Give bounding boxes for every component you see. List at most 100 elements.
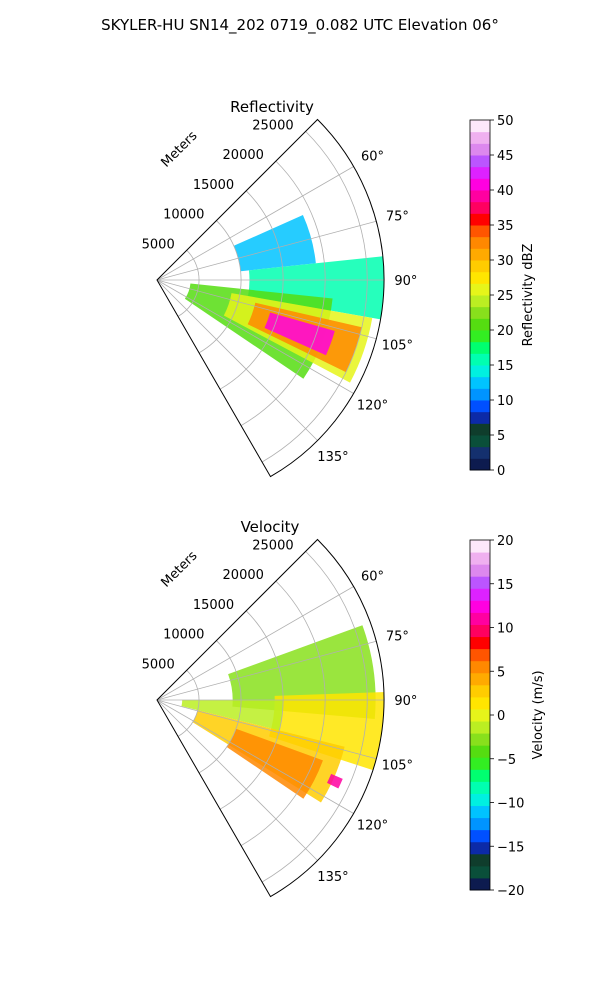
colorbar-tick-label-2: 10 (497, 394, 514, 409)
reflectivity-colorbar-label: Reflectivity dBZ (521, 244, 536, 347)
reflectivity-polar-grid (156, 118, 385, 478)
colorbar-swatch-15 (470, 696, 490, 710)
colorbar-swatch-24 (470, 588, 490, 601)
colorbar-swatch-11 (470, 745, 490, 758)
colorbar-tick-label-6: 10 (497, 622, 514, 637)
reflectivity-colorbar: 0 5 10 15 20 25 30 35 40 45 50 (469, 114, 514, 479)
echo-region-5 (327, 773, 343, 789)
colorbar-swatch-28 (470, 540, 490, 553)
colorbar-swatch-24 (470, 178, 490, 191)
azimuth-tick-label-5: 135° (317, 870, 348, 885)
range-ring-2 (219, 190, 284, 390)
velocity-polar-grid (156, 538, 385, 898)
colorbar-swatch-21 (470, 624, 490, 638)
colorbar-swatch-2 (470, 435, 490, 448)
colorbar-swatch-11 (470, 330, 490, 343)
colorbar-tick-label-1: 5 (497, 429, 505, 444)
colorbar-swatch-23 (470, 600, 490, 613)
echo-region-1 (248, 256, 384, 320)
sector-outline (156, 538, 385, 898)
reflectivity-echo-layer (184, 215, 384, 383)
colorbar-swatch-3 (470, 841, 490, 855)
colorbar-tick-label-0: −20 (497, 884, 524, 899)
colorbar-tick-label-5: 25 (497, 289, 514, 304)
reflectivity-panel: Reflectivity 5000 10000 15000 20000 25000 60°… (142, 98, 536, 479)
azimuth-tick-label-2: 90° (394, 274, 417, 289)
colorbar-tick-label-4: 20 (497, 324, 514, 339)
azimuth-tick-label-1: 75° (386, 630, 409, 645)
range-tick-label-4: 25000 (252, 538, 293, 553)
range-tick-label-3: 20000 (223, 148, 264, 163)
colorbar-swatch-29 (470, 120, 490, 133)
colorbar-swatch-25 (470, 576, 490, 589)
velocity-range-axis-label: Meters (159, 548, 201, 590)
range-ring-4 (261, 551, 368, 883)
colorbar-swatch-20 (470, 225, 490, 238)
colorbar-swatch-2 (470, 853, 490, 867)
colorbar-swatch-4 (470, 829, 490, 843)
colorbar-tick-label-7: 35 (497, 219, 514, 234)
velocity-panel: Velocity 5000 10000 15000 20000 25000 60° 75° 9… (142, 518, 546, 899)
colorbar-swatch-16 (470, 684, 490, 698)
azimuth-tick-label-2: 90° (394, 694, 417, 709)
range-tick-label-0: 5000 (142, 657, 175, 672)
colorbar-tick-label-1: −15 (497, 840, 524, 855)
range-ring-4 (261, 131, 368, 463)
azimuth-spoke-0 (156, 586, 354, 701)
echo-region-1 (268, 692, 384, 771)
azimuth-spoke-4 (156, 699, 354, 814)
colorbar-tick-label-8: 20 (497, 534, 514, 549)
reflectivity-title: Reflectivity (230, 98, 314, 116)
colorbar-tick-label-8: 40 (497, 184, 514, 199)
colorbar-swatch-0 (470, 877, 490, 891)
colorbar-swatch-27 (470, 552, 490, 565)
colorbar-tick-label-3: −5 (497, 753, 516, 768)
range-tick-label-1: 10000 (163, 208, 204, 223)
azimuth-spoke-1 (156, 640, 377, 701)
colorbar-swatch-13 (470, 721, 490, 734)
azimuth-tick-label-4: 120° (357, 398, 388, 413)
colorbar-swatch-25 (470, 166, 490, 179)
azimuth-spoke-5 (156, 279, 318, 441)
colorbar-swatch-23 (470, 190, 490, 203)
colorbar-tick-label-9: 45 (497, 149, 514, 164)
velocity-title: Velocity (241, 518, 300, 536)
colorbar-swatch-7 (470, 793, 490, 807)
colorbar-swatch-21 (470, 213, 490, 226)
colorbar-swatch-22 (470, 201, 490, 214)
colorbar-swatch-18 (470, 660, 490, 674)
colorbar-tick-label-2: −10 (497, 797, 524, 812)
colorbar-tick-label-4: 0 (497, 709, 505, 724)
azimuth-spoke-3 (156, 699, 377, 760)
azimuth-spoke-0 (156, 166, 354, 281)
azimuth-tick-label-5: 135° (317, 450, 348, 465)
echo-region-4 (226, 728, 323, 799)
range-ring-2 (219, 610, 284, 810)
azimuth-spoke-3 (156, 279, 377, 340)
colorbar-swatch-13 (470, 306, 490, 319)
range-tick-label-1: 10000 (163, 628, 204, 643)
colorbar-swatch-3 (470, 423, 490, 436)
azimuth-tick-label-4: 120° (357, 818, 388, 833)
colorbar-swatch-17 (470, 672, 490, 686)
colorbar-swatch-20 (470, 636, 490, 650)
colorbar-tick-label-10: 50 (497, 114, 514, 129)
colorbar-swatch-10 (470, 757, 490, 770)
colorbar-swatch-19 (470, 648, 490, 662)
colorbar-tick-label-7: 15 (497, 578, 514, 593)
range-ring-1 (198, 220, 242, 354)
colorbar-swatch-7 (470, 376, 490, 389)
colorbar-swatch-22 (470, 612, 490, 625)
azimuth-tick-label-3: 105° (382, 338, 413, 353)
colorbar-swatch-6 (470, 388, 490, 401)
azimuth-spoke-4 (156, 279, 354, 394)
range-tick-label-4: 25000 (252, 118, 293, 133)
colorbar-swatch-17 (470, 260, 490, 273)
echo-region-5 (264, 312, 335, 356)
colorbar-swatch-26 (470, 564, 490, 577)
range-tick-label-3: 20000 (223, 568, 264, 583)
colorbar-swatch-12 (470, 733, 490, 746)
colorbar-swatch-16 (470, 271, 490, 284)
colorbar-swatch-1 (470, 865, 490, 879)
colorbar-swatch-19 (470, 236, 490, 249)
